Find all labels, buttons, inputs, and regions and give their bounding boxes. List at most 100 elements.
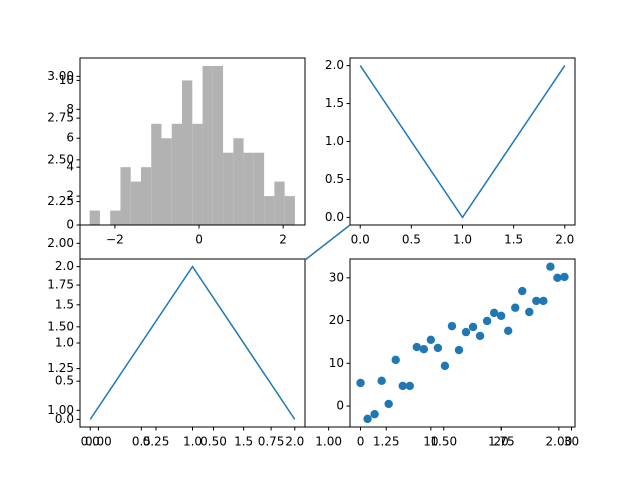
scatter-point — [560, 272, 569, 282]
axes-background — [80, 259, 305, 427]
x-tick-label: 0.5 — [402, 233, 421, 247]
scatter-point — [468, 322, 478, 332]
y-tick-label: 1.5 — [55, 297, 74, 311]
histogram-bar — [140, 167, 152, 225]
y-tick-label: 10 — [59, 73, 74, 87]
y-tick-label: 4 — [66, 160, 74, 174]
histogram-bar — [253, 152, 265, 225]
y-tick-label: 10 — [329, 356, 344, 370]
y-tick-label: 2.0 — [325, 58, 344, 72]
scatter-point — [496, 311, 506, 321]
x-tick-label: 0.25 — [143, 435, 170, 449]
histogram-bar — [243, 152, 254, 225]
histogram-bar — [192, 123, 203, 225]
x-tick-label: 1.0 — [453, 233, 472, 247]
scatter-point — [419, 344, 429, 354]
histogram-bar — [182, 80, 193, 225]
scatter-point — [426, 335, 436, 344]
scatter-point — [412, 342, 421, 352]
y-tick-label: 1.50 — [47, 319, 74, 333]
scatter-point — [398, 381, 407, 391]
y-tick-label: 2.0 — [55, 259, 74, 273]
histogram-bar — [130, 181, 141, 225]
x-tick-label: 1.00 — [315, 435, 342, 449]
histogram-bar — [233, 138, 244, 225]
histogram-bar — [202, 65, 213, 225]
y-tick-label: 0.5 — [55, 374, 74, 388]
y-tick-label: 2 — [66, 189, 74, 203]
histogram-bar — [171, 123, 183, 225]
y-tick-label: 30 — [329, 270, 344, 284]
x-tick-label: 1.75 — [488, 435, 515, 449]
y-tick-label: 0.0 — [55, 412, 74, 426]
y-tick-label: 0 — [336, 399, 344, 413]
y-tick-label: 1.0 — [55, 336, 74, 350]
histogram-bar — [110, 210, 121, 225]
histogram-bar — [284, 196, 295, 225]
scatter-point — [370, 409, 379, 419]
x-tick-label: 1.0 — [183, 435, 202, 449]
histogram-bar — [89, 210, 100, 225]
axes-background — [350, 259, 575, 427]
x-tick-label: 0.75 — [258, 435, 285, 449]
scatter-point — [384, 399, 393, 409]
x-tick-label: 1.25 — [373, 435, 400, 449]
line-series — [359, 65, 566, 219]
x-tick-label: 0.0 — [351, 233, 370, 247]
x-tick-label: 0.00 — [85, 435, 112, 449]
line-series — [89, 265, 296, 420]
scatter-point — [363, 414, 372, 424]
scatter-point — [518, 286, 527, 296]
axes-frame — [349, 258, 576, 428]
scatter-point — [553, 273, 562, 283]
axes-frame — [349, 57, 576, 226]
x-tick-label: 0.50 — [200, 435, 227, 449]
y-tick-label: 20 — [329, 313, 344, 327]
x-tick-label: 30 — [564, 435, 579, 449]
x-tick-label: 2.00 — [546, 435, 573, 449]
axes-frame — [79, 258, 306, 428]
scatter-point — [504, 326, 513, 336]
scatter-point — [433, 343, 443, 353]
y-tick-label: 0.0 — [325, 210, 344, 224]
histogram-bar — [223, 152, 234, 225]
y-tick-label: 1.0 — [325, 134, 344, 148]
scatter-point — [440, 361, 450, 371]
y-tick-label: 0.5 — [325, 172, 344, 186]
scatter-point — [525, 307, 534, 317]
x-tick-label: 2.0 — [555, 233, 574, 247]
axes-frame — [79, 57, 306, 226]
x-tick-label: 2.0 — [285, 435, 304, 449]
scatter-point — [447, 321, 457, 331]
y-tick-label: 8 — [66, 102, 74, 116]
scatter-point — [405, 381, 414, 391]
x-tick-label: 1.5 — [504, 233, 523, 247]
scatter-point — [391, 355, 400, 365]
x-tick-label: 0 — [195, 233, 203, 247]
x-tick-label: 10 — [423, 435, 438, 449]
scatter-point — [532, 296, 541, 306]
scatter-point — [475, 331, 485, 341]
scatter-point — [511, 303, 520, 312]
connector-line — [304, 224, 351, 261]
histogram-bar — [161, 138, 172, 225]
x-tick-label: 0 — [357, 435, 365, 449]
y-tick-label: 1.5 — [325, 96, 344, 110]
x-tick-label: 1.50 — [430, 435, 457, 449]
scatter-point — [461, 327, 471, 337]
x-tick-label: 20 — [494, 435, 509, 449]
x-tick-label: −2 — [106, 233, 124, 247]
axes-background — [350, 58, 575, 225]
x-tick-label: 0.5 — [132, 435, 151, 449]
scatter-point — [489, 308, 499, 318]
y-tick-label: 2.50 — [47, 152, 74, 166]
histogram-bar — [274, 181, 285, 225]
y-tick-label: 2.75 — [47, 111, 74, 125]
x-tick-label: 0.0 — [81, 435, 100, 449]
histogram-bar — [264, 196, 275, 225]
y-tick-label: 6 — [66, 131, 74, 145]
scatter-point — [546, 262, 555, 271]
scatter-point — [539, 296, 548, 306]
y-tick-label: 1.25 — [47, 361, 74, 375]
